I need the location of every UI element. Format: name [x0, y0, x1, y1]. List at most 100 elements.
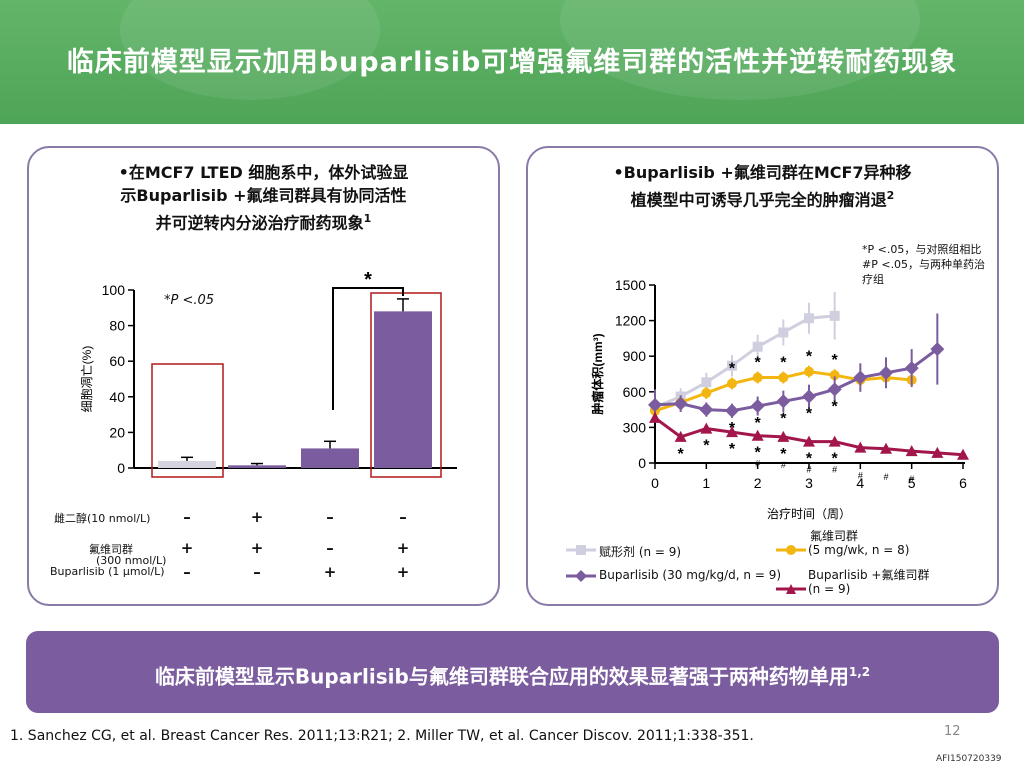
series-1-point: [804, 366, 814, 377]
page-title: 临床前模型显示加用buparlisib可增强氟维司群的活性并逆转耐药现象: [66, 47, 958, 78]
series-3-point: [803, 435, 815, 447]
bar-0: [158, 460, 216, 468]
legend-marker-fulvestrant: [776, 545, 806, 555]
significance-star: *: [780, 355, 787, 372]
header-banner: 临床前模型显示加用buparlisib可增强氟维司群的活性并逆转耐药现象: [0, 0, 1024, 124]
x-tick-label: 2: [754, 475, 762, 491]
significance-star: *: [780, 410, 787, 427]
series-0-point: [701, 377, 712, 388]
bar-chart: 0 20 40 60 80 100 细胞凋亡(%) *: [80, 269, 457, 478]
left-panel-title-line1: •在MCF7 LTED 细胞系中，体外试验显: [118, 163, 409, 182]
series-3-point: [905, 445, 918, 457]
significance-star: *: [729, 360, 736, 377]
legend-marker-combo: [776, 584, 806, 594]
bar-1: [228, 465, 286, 468]
y-tick-label: 60: [109, 353, 125, 369]
y-tick-label: 900: [623, 348, 647, 364]
row-label-fulvestrant: 氟维司群: [89, 543, 133, 556]
series-3-point: [880, 442, 892, 454]
left-panel-title-line3: 并可逆转内分泌治疗耐药现象1: [155, 212, 372, 233]
series-2-point: [776, 394, 791, 409]
significance-hash: #: [755, 459, 760, 469]
page-number: 12: [944, 724, 961, 739]
series-0-point: [778, 327, 789, 338]
x-axis-label: 治疗时间（周）: [767, 507, 851, 521]
bar-2: [301, 448, 359, 468]
significance-star: *: [729, 441, 736, 458]
significance-bracket: [332, 287, 404, 410]
series-0-point: [804, 313, 814, 324]
series-3-point: [674, 430, 687, 442]
treatment-sign: +: [323, 563, 337, 581]
bar-3: [374, 311, 432, 468]
significance-star: *: [678, 446, 685, 463]
significance-star: *: [755, 355, 762, 372]
y-tick-label: 1500: [615, 277, 646, 293]
series-2-line: [654, 347, 939, 413]
y-tick-label: 80: [109, 318, 125, 334]
right-panel-title-line1: •Buparlisib +氟维司群在MCF7异种移: [613, 163, 912, 182]
significance-star: *: [806, 406, 813, 423]
treatment-sign: +: [180, 539, 194, 557]
series-2-point: [648, 397, 662, 412]
y-tick-label: 100: [102, 282, 126, 298]
series-2-point: [879, 365, 893, 380]
treatment-sign: +: [250, 508, 264, 526]
significance-star: *: [806, 451, 813, 468]
series-1-point: [778, 372, 789, 383]
x-tick-label: 5: [908, 475, 916, 491]
series-3-point: [854, 441, 867, 453]
references: 1. Sanchez CG, et al. Breast Cancer Res.…: [10, 728, 754, 744]
series-3-point: [931, 446, 944, 458]
y-tick-label: 40: [109, 389, 125, 405]
right-panel-title-line2: 植模型中可诱导几乎完全的肿瘤消退2: [630, 189, 895, 210]
significance-hash: #: [832, 465, 837, 475]
significance-star: *: [806, 349, 813, 366]
legend-label-combo-line2: (n = 9): [808, 582, 851, 596]
series-2-point: [853, 370, 868, 385]
significance-hash: #: [909, 474, 914, 484]
legend-label-fulvestrant-line1: 氟维司群: [810, 529, 859, 543]
series-3-point: [957, 448, 969, 460]
document-code: AFI150720339: [936, 754, 1002, 764]
series-0-point: [727, 360, 737, 371]
significance-star: *: [832, 451, 839, 468]
significance-star: *: [780, 446, 787, 463]
y-tick-label: 0: [117, 460, 125, 476]
right-panel: •Buparlisib +氟维司群在MCF7异种移 植模型中可诱导几乎完全的肿瘤…: [526, 146, 999, 606]
significance-note-hash-cont: 疗组: [862, 273, 884, 286]
y-tick-label: 300: [623, 419, 647, 435]
significance-note-hash: #P <.05，与两种单药治: [862, 258, 986, 271]
y-tick-label: 1200: [615, 313, 646, 329]
treatment-sign: –: [183, 563, 191, 581]
significance-star: *: [364, 269, 372, 291]
treatment-sign: –: [326, 508, 334, 526]
conclusion-banner: 临床前模型显示Buparlisib与氟维司群联合应用的效果显著强于两种药物单用1…: [26, 631, 999, 713]
significance-star: *: [729, 420, 736, 437]
series-1-point: [701, 387, 712, 398]
legend-marker-vehicle: [566, 545, 596, 555]
legend-label-vehicle: 赋形剂 (n = 9): [599, 545, 682, 559]
y-axis-label: 肿瘤体积(mm³): [590, 333, 605, 414]
series-2-point: [725, 403, 739, 418]
line-chart: 0 300 600 900 1200 1500 0 1 2 3 4 5 6 治疗时间（周） 肿瘤体积(mm³…: [590, 277, 969, 521]
significance-star: *: [832, 352, 839, 369]
series-2-point: [699, 402, 714, 417]
series-0-point: [752, 341, 763, 352]
y-tick-label: 20: [109, 424, 125, 440]
y-tick-label: 0: [638, 455, 646, 471]
legend-label-fulvestrant-line2: (5 mg/wk, n = 8): [808, 543, 910, 557]
series-2-point: [827, 382, 842, 397]
p-value-note: *P <.05: [164, 293, 215, 308]
series-3-point: [828, 435, 841, 447]
left-panel-title-line2: 示Buparlisib +氟维司群具有协同活性: [120, 186, 407, 205]
series-2-point: [802, 389, 816, 404]
significance-star: *: [755, 445, 762, 462]
treatment-sign: –: [253, 563, 261, 581]
series-3-point: [751, 429, 764, 441]
series-3-point: [726, 426, 738, 438]
significance-hash: #: [806, 465, 811, 475]
left-panel: •在MCF7 LTED 细胞系中，体外试验显 示Buparlisib +氟维司群…: [27, 146, 500, 606]
legend-label-buparlisib: Buparlisib (30 mg/kg/d, n = 9): [599, 568, 782, 582]
row-label-estradiol: 雌二醇(10 nmol/L): [54, 512, 151, 525]
